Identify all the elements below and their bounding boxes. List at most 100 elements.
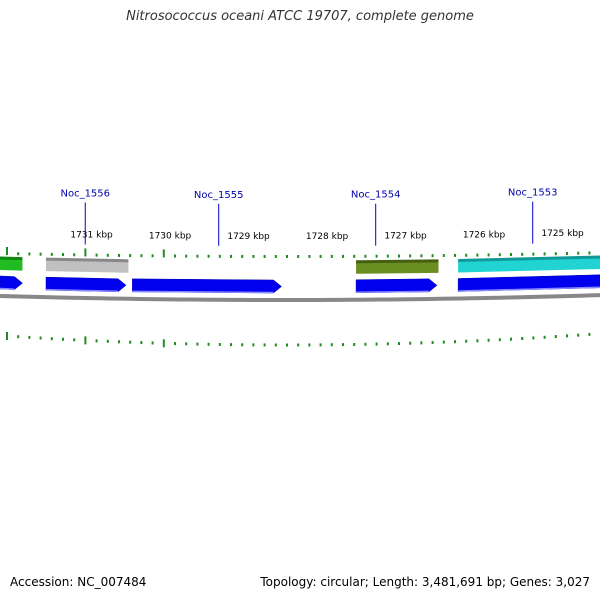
tick-mark (297, 254, 300, 258)
gene-label: Noc_1554 (351, 190, 401, 201)
tick-mark (386, 254, 389, 258)
gene-arrow (45, 276, 127, 293)
tick-mark (95, 339, 98, 343)
tick-mark (218, 342, 221, 346)
tick-mark (498, 338, 501, 342)
tick-mark (465, 339, 468, 343)
tick-mark (476, 253, 479, 257)
tick-mark (207, 254, 210, 258)
tick-mark (174, 254, 176, 258)
tick-mark (6, 247, 8, 256)
tick-mark (6, 332, 8, 341)
tick-mark (129, 254, 132, 258)
tick-mark (543, 252, 546, 256)
gene-feature-top (0, 257, 23, 271)
tick-mark (151, 254, 154, 258)
tick-mark (62, 253, 64, 257)
tick-mark (17, 252, 20, 256)
tick-mark (297, 343, 300, 347)
tick-mark (39, 336, 42, 340)
tick-mark (566, 334, 568, 338)
gene-arrow-shadow (45, 288, 119, 292)
tick-mark (442, 340, 445, 344)
tick-mark (442, 254, 445, 258)
tick-mark (17, 335, 20, 339)
tick-mark (577, 333, 580, 337)
tick-mark (532, 336, 535, 340)
tick-mark (543, 335, 546, 339)
tick-mark (364, 342, 367, 346)
backbone (0, 293, 600, 302)
scale-label: 1729 kbp (227, 232, 270, 242)
gene-feature-top-edge (0, 256, 23, 261)
tick-mark (465, 253, 468, 257)
tick-mark (274, 343, 277, 347)
tick-mark (487, 338, 490, 342)
tick-mark (196, 342, 199, 346)
tick-mark (50, 252, 53, 256)
tick-mark (308, 254, 311, 258)
tick-mark (342, 343, 344, 347)
tick-mark (286, 343, 288, 347)
tick-mark (577, 251, 580, 255)
tick-mark (84, 336, 87, 345)
gene-arrow-shadow (132, 290, 274, 294)
tick-mark (50, 337, 53, 341)
scale-label: 1726 kbp (463, 230, 506, 240)
tick-mark (241, 343, 244, 347)
tick-mark (118, 340, 120, 344)
gene-feature-top-edge (45, 257, 129, 263)
tick-mark (274, 254, 277, 258)
gene-feature-top-edge (458, 255, 600, 263)
tick-marks (6, 247, 591, 348)
tick-mark (196, 254, 199, 258)
tick-mark (487, 253, 490, 257)
tick-mark (73, 253, 76, 257)
tick-mark (330, 343, 333, 347)
gene-labels: Noc_1556 Noc_1555 Noc_1554 Noc_1553 (60, 188, 557, 246)
tick-mark (28, 252, 31, 256)
tick-mark (409, 254, 412, 258)
gene-feature-top (356, 260, 439, 274)
tick-mark (28, 335, 31, 339)
scale-label: 1728 kbp (306, 232, 349, 242)
tick-mark (73, 338, 76, 342)
tick-mark (230, 254, 232, 258)
tick-mark (84, 248, 87, 257)
scale-labels: 1731 kbp 1730 kbp 1729 kbp 1728 kbp 1727 kbp… (70, 229, 584, 242)
tick-mark (218, 254, 221, 258)
tick-mark (431, 341, 434, 345)
tick-mark (252, 254, 255, 258)
map-title: Nitrosococcus oceani ATCC 19707, complet… (126, 9, 474, 24)
tick-mark (521, 337, 524, 341)
tick-mark (510, 253, 512, 257)
scale-label: 1725 kbp (541, 229, 584, 239)
gene-arrow (355, 278, 438, 294)
tick-mark (521, 252, 524, 256)
tick-mark (330, 254, 333, 258)
gene-label: Noc_1553 (508, 188, 558, 199)
scale-label: 1731 kbp (70, 231, 113, 241)
gene-features (0, 255, 600, 294)
tick-mark (174, 342, 176, 346)
gene-arrow (132, 278, 282, 294)
tick-mark (409, 341, 412, 345)
tick-mark (319, 254, 322, 258)
gene-arrow-shadow (356, 290, 429, 293)
tick-mark (364, 254, 367, 258)
tick-mark (342, 254, 344, 258)
tick-mark (353, 342, 356, 346)
tick-mark (140, 254, 143, 258)
tick-mark (207, 342, 210, 346)
tick-mark (185, 342, 188, 346)
tick-mark (118, 253, 120, 257)
tick-mark (263, 343, 266, 347)
gene-label: Noc_1556 (60, 188, 110, 199)
tick-mark (386, 342, 389, 346)
tick-mark (420, 341, 423, 345)
tick-mark (252, 343, 255, 347)
tick-mark (398, 342, 400, 346)
tick-mark (532, 252, 535, 256)
tick-mark (185, 254, 188, 258)
